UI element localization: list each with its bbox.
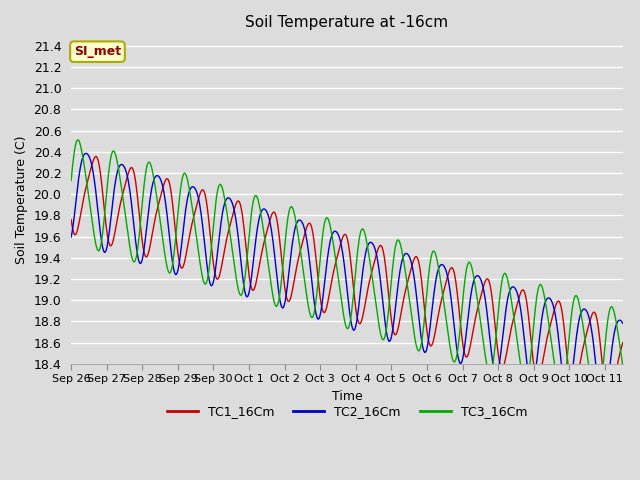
TC2_16Cm	[145, 204, 153, 209]
TC2_16Cm	[67, 234, 75, 240]
TC2_16Cm	[70, 220, 77, 226]
TC1_16Cm	[605, 399, 612, 405]
Y-axis label: Soil Temperature (C): Soil Temperature (C)	[15, 135, 28, 264]
TC3_16Cm	[145, 159, 153, 165]
TC3_16Cm	[619, 362, 627, 368]
TC2_16Cm	[599, 405, 607, 411]
TC3_16Cm	[303, 296, 311, 302]
TC3_16Cm	[593, 404, 600, 409]
X-axis label: Time: Time	[332, 390, 362, 403]
TC3_16Cm	[67, 178, 75, 183]
TC1_16Cm	[463, 353, 471, 359]
TC1_16Cm	[67, 217, 75, 223]
TC1_16Cm	[619, 340, 627, 346]
TC3_16Cm	[70, 156, 77, 162]
TC1_16Cm	[477, 293, 484, 299]
TC2_16Cm	[303, 240, 311, 245]
TC1_16Cm	[70, 229, 77, 235]
TC3_16Cm	[463, 262, 471, 268]
Line: TC1_16Cm: TC1_16Cm	[71, 156, 623, 402]
TC2_16Cm	[463, 319, 471, 325]
Legend: TC1_16Cm, TC2_16Cm, TC3_16Cm: TC1_16Cm, TC2_16Cm, TC3_16Cm	[161, 400, 532, 423]
TC2_16Cm	[82, 150, 90, 156]
TC2_16Cm	[477, 277, 484, 283]
TC1_16Cm	[324, 299, 332, 304]
TC3_16Cm	[477, 321, 484, 327]
TC3_16Cm	[324, 216, 332, 222]
TC1_16Cm	[303, 223, 311, 229]
TC2_16Cm	[619, 320, 627, 326]
TC2_16Cm	[324, 252, 332, 257]
Line: TC2_16Cm: TC2_16Cm	[71, 153, 623, 408]
Title: Soil Temperature at -16cm: Soil Temperature at -16cm	[245, 15, 449, 30]
TC3_16Cm	[74, 137, 82, 143]
Line: TC3_16Cm: TC3_16Cm	[71, 140, 623, 407]
TC1_16Cm	[92, 154, 99, 159]
Text: SI_met: SI_met	[74, 45, 121, 58]
TC1_16Cm	[145, 248, 153, 253]
